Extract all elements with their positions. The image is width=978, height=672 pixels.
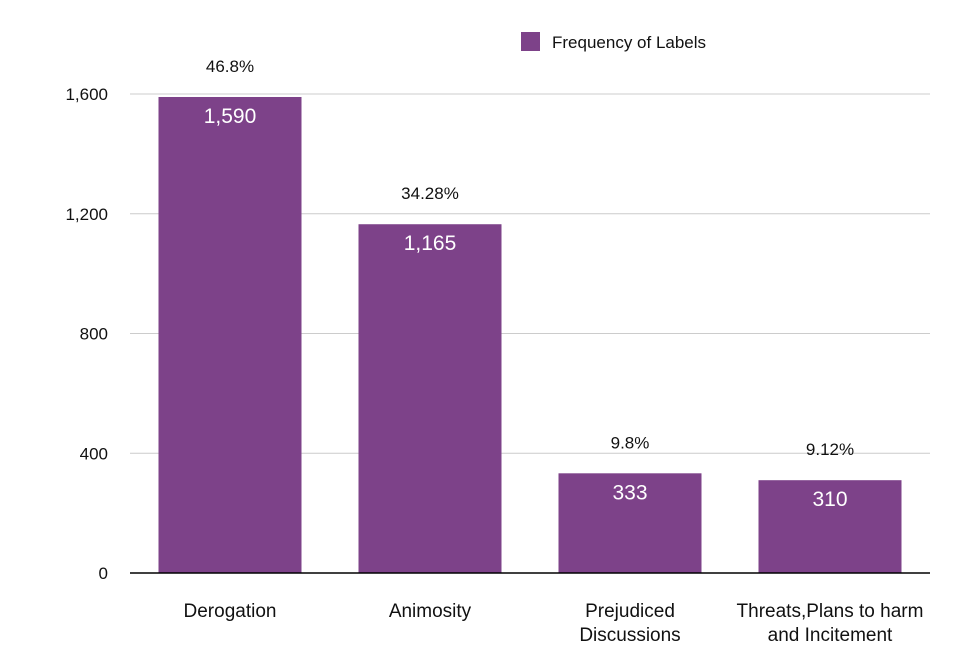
bar-percent-label: 46.8% xyxy=(206,57,254,76)
bar-value-label: 310 xyxy=(812,488,847,511)
bar-percent-label: 9.12% xyxy=(806,440,854,459)
y-tick-label: 400 xyxy=(80,444,108,463)
legend: Frequency of Labels xyxy=(521,32,706,52)
value-labels: 1,590 1,165 333 310 xyxy=(204,105,848,511)
bar xyxy=(358,224,502,573)
percent-labels: 46.8% 34.28% 9.8% 9.12% xyxy=(206,57,854,459)
y-axis-ticks: 0 400 800 1,200 1,600 xyxy=(65,85,108,583)
bar xyxy=(158,96,302,574)
bar xyxy=(558,473,702,573)
legend-swatch xyxy=(521,32,540,51)
x-category-label: Animosity xyxy=(389,601,472,622)
y-tick-label: 1,200 xyxy=(65,205,108,224)
x-axis-category-labels: Derogation Animosity Prejudiced Discussions… xyxy=(184,601,924,646)
bar-value-label: 333 xyxy=(612,481,647,504)
bar xyxy=(758,480,902,573)
bar-percent-label: 9.8% xyxy=(611,433,650,452)
legend-label: Frequency of Labels xyxy=(552,33,706,52)
bars xyxy=(158,96,902,574)
y-tick-label: 1,600 xyxy=(65,85,108,104)
x-category-label: Prejudiced Discussions xyxy=(579,601,680,646)
x-category-label: Derogation xyxy=(184,601,277,622)
y-tick-label: 800 xyxy=(80,325,108,344)
y-tick-label: 0 xyxy=(99,564,108,583)
bar-value-label: 1,590 xyxy=(204,105,257,128)
x-category-label: Threats,Plans to harm and Incitement xyxy=(737,601,924,646)
bar-percent-label: 34.28% xyxy=(401,184,459,203)
bar-value-label: 1,165 xyxy=(404,232,457,255)
